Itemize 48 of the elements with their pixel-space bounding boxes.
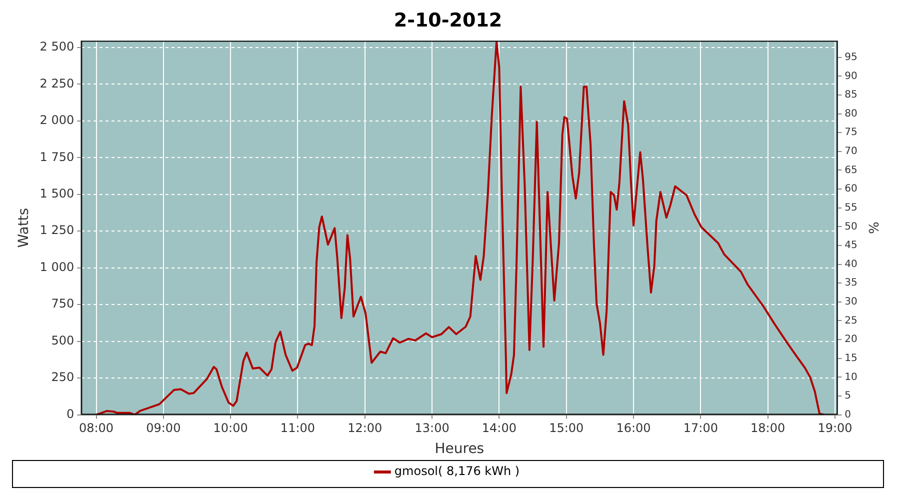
y2-tick-label: 5 bbox=[844, 390, 852, 402]
y2-tick-label: 90 bbox=[844, 70, 858, 82]
y2-tick-label: 60 bbox=[844, 184, 858, 195]
y2-tick-label: 65 bbox=[844, 164, 858, 176]
y-tick-label: 1 000 bbox=[40, 260, 74, 274]
x-tick-label: 16:00 bbox=[616, 421, 651, 436]
x-tick-label: 09:00 bbox=[146, 421, 181, 436]
y2-tick-label: 25 bbox=[844, 315, 858, 326]
y2-tick-label: 75 bbox=[844, 127, 858, 138]
y-tick-label: 1 250 bbox=[40, 223, 74, 238]
x-tick-label: 12:00 bbox=[348, 421, 382, 436]
y2-tick-label: 55 bbox=[844, 202, 858, 214]
y2-tick-label: 15 bbox=[844, 352, 858, 364]
y-tick-label: 750 bbox=[51, 296, 74, 311]
y-tick-label: 500 bbox=[51, 333, 74, 348]
chart-title: 2-10-2012 bbox=[394, 9, 502, 32]
legend-label: gmosol( 8,176 kWh ) bbox=[394, 464, 520, 478]
y-tick-label: 0 bbox=[66, 406, 74, 421]
y2-tick-label: 35 bbox=[844, 278, 858, 289]
x-tick-label: 15:00 bbox=[549, 421, 584, 436]
x-tick-label: 10:00 bbox=[213, 421, 248, 436]
y2-axis-title: % bbox=[864, 222, 880, 234]
y2-tick-label: 80 bbox=[844, 108, 858, 120]
y2-tick-label: 50 bbox=[844, 221, 858, 232]
y-tick-label: 2 000 bbox=[40, 113, 74, 128]
x-tick-label: 14:00 bbox=[482, 421, 516, 436]
y2-tick-label: 45 bbox=[844, 240, 858, 252]
y2-tick-label: 85 bbox=[844, 90, 858, 101]
y-tick-label: 1 750 bbox=[40, 150, 74, 164]
x-tick-label: 19:00 bbox=[818, 421, 852, 436]
y2-tick-label: 20 bbox=[844, 334, 858, 346]
y2-tick-label: 40 bbox=[844, 258, 858, 270]
x-tick-label: 13:00 bbox=[414, 421, 450, 436]
y-tick-label: 250 bbox=[51, 370, 74, 384]
x-tick-label: 18:00 bbox=[750, 421, 786, 436]
x-tick-label: 11:00 bbox=[280, 421, 316, 436]
y-axis-title: Watts bbox=[16, 208, 32, 248]
x-axis-title: Heures bbox=[434, 441, 484, 458]
y2-tick-label: 95 bbox=[844, 52, 858, 63]
y-tick-label: 2 250 bbox=[40, 76, 74, 90]
y2-tick-label: 70 bbox=[844, 146, 858, 158]
y-tick-label: 2 500 bbox=[40, 40, 74, 54]
x-tick-label: 08:00 bbox=[78, 421, 114, 436]
y2-tick-label: 0 bbox=[844, 409, 852, 420]
y2-tick-label: 10 bbox=[844, 372, 858, 383]
x-tick-label: 17:00 bbox=[683, 421, 718, 436]
y-tick-label: 1 500 bbox=[40, 186, 74, 200]
y2-tick-label: 30 bbox=[844, 296, 858, 308]
